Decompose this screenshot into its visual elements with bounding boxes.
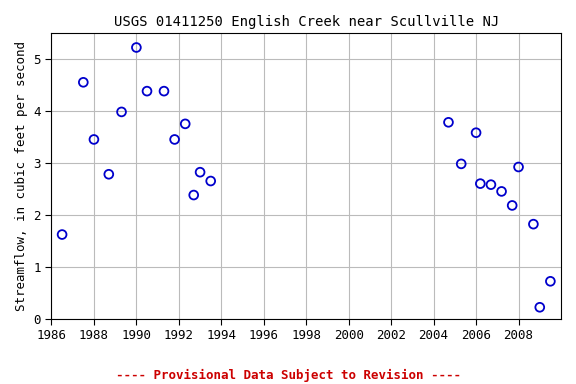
- Point: [476, 180, 485, 187]
- Point: [58, 232, 67, 238]
- Point: [497, 188, 506, 194]
- Point: [457, 161, 466, 167]
- Y-axis label: Streamflow, in cubic feet per second: Streamflow, in cubic feet per second: [15, 41, 28, 311]
- Point: [507, 202, 517, 209]
- Point: [189, 192, 198, 198]
- Point: [170, 136, 179, 142]
- Point: [142, 88, 151, 94]
- Point: [79, 79, 88, 85]
- Point: [514, 164, 523, 170]
- Point: [160, 88, 169, 94]
- Title: USGS 01411250 English Creek near Scullville NJ: USGS 01411250 English Creek near Scullvi…: [113, 15, 499, 29]
- Point: [181, 121, 190, 127]
- Point: [472, 130, 481, 136]
- Point: [529, 221, 538, 227]
- Point: [104, 171, 113, 177]
- Point: [486, 182, 495, 188]
- Point: [117, 109, 126, 115]
- Point: [206, 178, 215, 184]
- Point: [89, 136, 98, 142]
- Point: [444, 119, 453, 126]
- Text: ---- Provisional Data Subject to Revision ----: ---- Provisional Data Subject to Revisio…: [116, 369, 460, 382]
- Point: [546, 278, 555, 285]
- Point: [132, 45, 141, 51]
- Point: [535, 304, 544, 310]
- Point: [195, 169, 204, 175]
